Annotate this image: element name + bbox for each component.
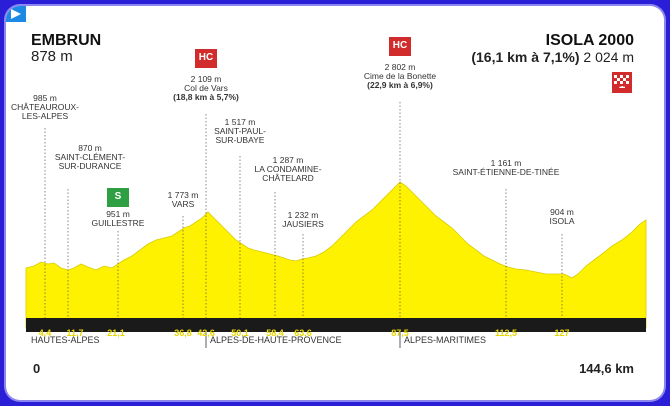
km-tick: 42,6 [197,328,215,338]
point-saint-clement: 870 m SAINT-CLÉMENT- SUR-DURANCE [55,144,125,171]
km-tick: 36,8 [174,328,192,338]
point-name: ISOLA [549,215,575,226]
marker-lines [44,102,563,328]
point-condamine: 1 287 m LA CONDAMINE- CHÂTELARD [254,156,321,183]
elevation-profile [25,181,647,329]
hc-badge: HC [195,49,217,68]
start-town: EMBRUN [31,32,102,49]
point-altitude: 1 773 m [167,190,199,200]
point-altitude: 2 802 m [384,62,416,72]
point-altitude: 1 517 m [224,117,256,127]
distance-start: 0 [33,361,41,376]
point-name: SUR-DURANCE [58,160,122,171]
km-tick: 58,4 [266,328,284,338]
point-altitude: 1 287 m [272,155,304,165]
km-tick: 50,1 [231,328,249,338]
point-name: GUILLESTRE [91,217,145,228]
point-guillestre: 951 m GUILLESTRE [92,210,145,228]
point-vars: 1 773 m VARS [168,191,199,209]
point-altitude: 1 232 m [287,210,319,220]
point-altitude: 904 m [550,207,574,217]
finish-town: ISOLA 2000 [545,32,634,49]
climb-detail: (22,9 km à 6,9%) [367,79,433,90]
distance-end: 144,6 km [579,361,634,376]
point-name: LES-ALPES [21,110,69,121]
hc-badge: HC [389,37,411,56]
region-alpes-de-haute-provence: ALPES-DE-HAUTE-PROVENCE [210,335,342,345]
region-hautes-alpes: HAUTES-ALPES [31,335,100,345]
point-name: JAUSIERS [282,218,324,229]
sprint-badge: S [107,188,129,207]
point-altitude: 951 m [106,209,130,219]
start-altitude: 878 m [31,48,73,65]
point-saint-etienne: 1 161 m SAINT-ÉTIENNE-DE-TINÉE [453,159,560,177]
point-name: CHÂTEAUROUX- [10,101,80,112]
finish-climb: (16,1 km à 7,1%) [471,49,580,65]
point-name: SAINT-PAUL- [214,125,266,136]
checkered-flag-icon [612,72,632,86]
km-tick: 21,1 [107,328,125,338]
km-tick: 87,5 [391,328,409,338]
point-name: Cime de la Bonette [363,70,437,81]
finish-altitude: 2 024 m [583,49,634,65]
point-name: VARS [171,198,195,209]
region-alpes-maritimes: ALPES-MARITIMES [404,335,487,345]
point-name: SAINT-ÉTIENNE-DE-TINÉE [452,166,560,177]
point-altitude: 985 m [33,93,57,103]
point-isola: 904 m ISOLA [549,208,574,226]
km-tick: 11,7 [66,328,84,338]
point-name: Col de Vars [184,82,228,93]
point-altitude: 870 m [78,143,102,153]
climb-detail: (18,8 km à 5,7%) [173,91,239,102]
point-saint-paul: 1 517 m SAINT-PAUL- SUR-UBAYE [214,118,266,145]
point-chateauroux: 985 m CHÂTEAUROUX- LES-ALPES [11,94,79,121]
point-altitude: 2 109 m [190,74,222,84]
distance-bar [26,318,646,332]
point-name: LA CONDAMINE- [254,163,322,174]
profile-svg [25,102,647,348]
finish-climb-info: (16,1 km à 7,1%) 2 024 m [471,50,634,65]
point-jausiers: 1 232 m JAUSIERS [282,211,324,229]
point-name: SUR-UBAYE [215,134,265,145]
point-name: SAINT-CLÉMENT- [54,151,126,162]
point-name: CHÂTELARD [262,172,314,183]
finish-icons: 1 [612,72,632,93]
point-col-de-vars: 2 109 m Col de Vars (18,8 km à 5,7%) [173,75,239,102]
start-flag-icon [6,6,26,22]
km-tick: 4,4 [38,328,52,338]
km-tick: 63,6 [294,328,312,338]
stage-profile: EMBRUN 878 m ISOLA 2000 (16,1 km à 7,1%)… [6,6,664,400]
km-tick: 112,5 [494,328,518,338]
point-altitude: 1 161 m [490,158,522,168]
point-bonette: 2 802 m Cime de la Bonette (22,9 km à 6,… [364,63,436,90]
km-tick: 127 [554,328,570,338]
